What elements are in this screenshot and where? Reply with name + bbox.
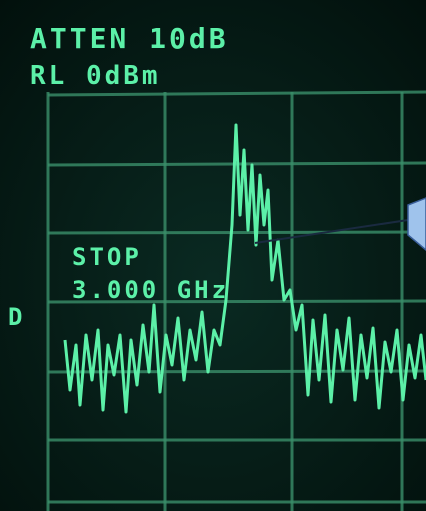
callout-line: [254, 219, 409, 244]
stop-frequency: 3.000 GHz: [72, 276, 229, 304]
callout: [254, 197, 426, 251]
grid-line: [47, 230, 426, 235]
grid-line: [47, 369, 426, 374]
callout-box: [407, 197, 426, 251]
trace: [63, 123, 426, 414]
marker-label: D: [8, 303, 25, 331]
grid-line: [47, 90, 426, 97]
ref-level-label: RL 0dBm: [30, 61, 161, 91]
atten-label: ATTEN 10dB: [30, 22, 229, 55]
grid-line: [47, 299, 426, 304]
stop-label: STOP: [72, 243, 142, 271]
